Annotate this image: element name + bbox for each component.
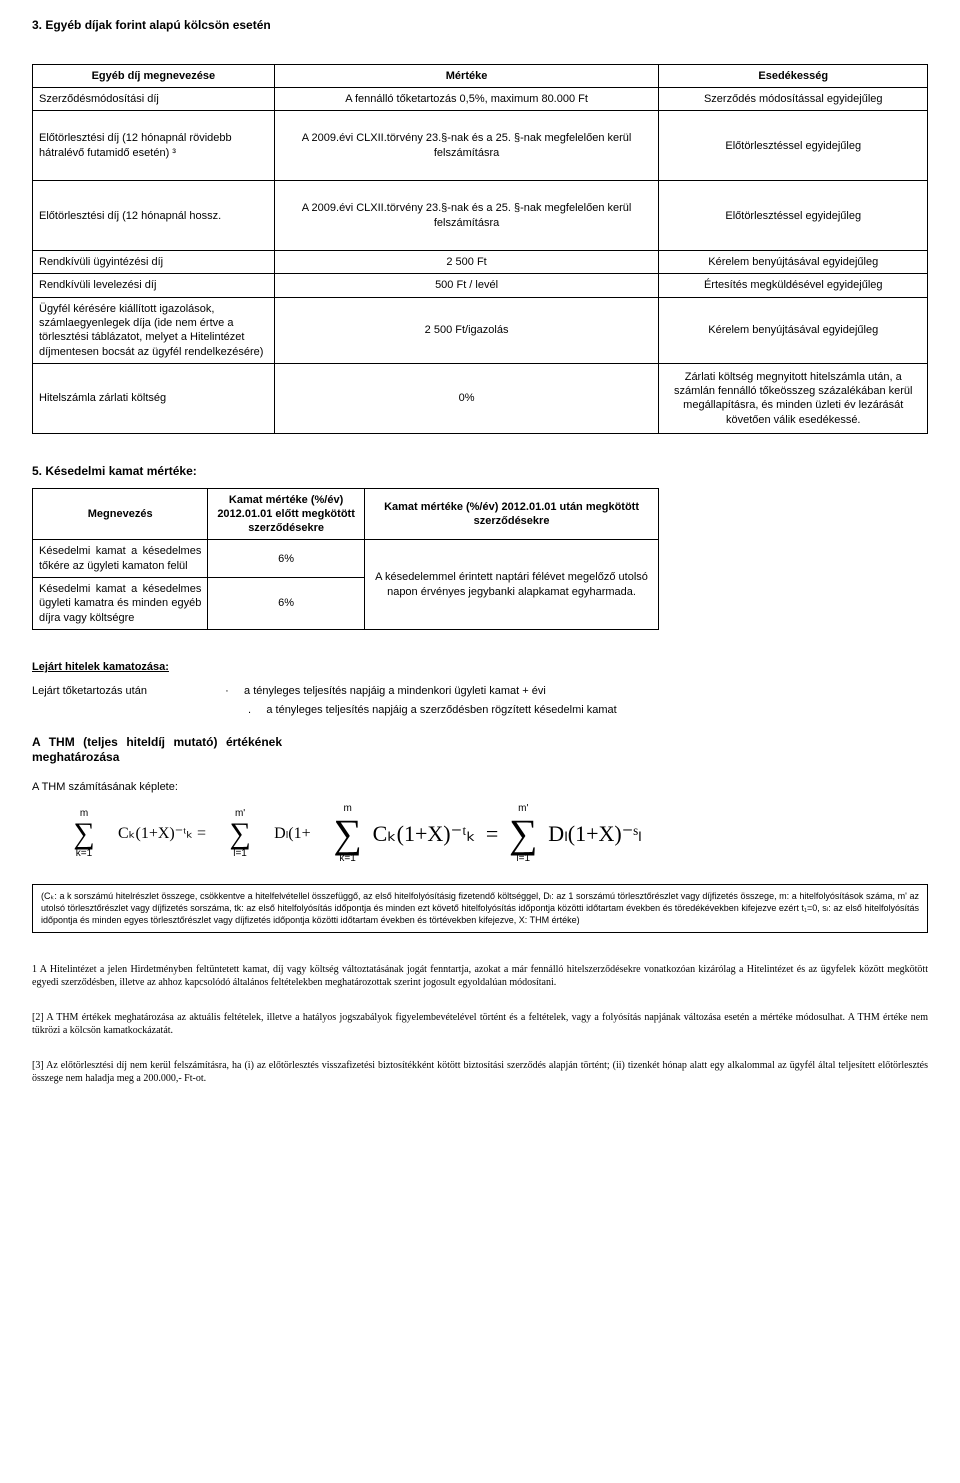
cell-name: Előtörlesztési díj (12 hónapnál rövidebb…: [33, 111, 275, 181]
cell-due: Szerződés módosítással egyidejűleg: [659, 87, 928, 110]
cell-rate: A fennálló tőketartozás 0,5%, maximum 80…: [274, 87, 659, 110]
sigma-2: m' ∑ l=1: [228, 809, 252, 859]
th-name: Megnevezés: [33, 488, 208, 540]
cell-rate: A 2009.évi CLXII.törvény 23.§-nak és a 2…: [274, 181, 659, 251]
cell-rate: 2 500 Ft/igazolás: [274, 297, 659, 363]
term-2: Dₗ(1+: [274, 824, 311, 845]
sigma-3: m ∑ k=1: [333, 804, 363, 864]
lejart-label: Lejárt tőketartozás után: [32, 684, 222, 698]
cell-val: 6%: [208, 540, 365, 578]
cell-name: Késedelmi kamat a késedelmes tőkére az ü…: [33, 540, 208, 578]
footnote-1: 1 A Hitelintézet a jelen Hirdetményben f…: [32, 963, 928, 989]
cell-name: Előtörlesztési díj (12 hónapnál hossz.: [33, 181, 275, 251]
thm-title: A THM (teljes hiteldíj mutató) értékének…: [32, 735, 282, 766]
section3-title: 3. Egyéb díjak forint alapú kölcsön eset…: [32, 18, 928, 34]
sigma-1: m ∑ k=1: [72, 809, 96, 859]
cell-name: Késedelmi kamat a késedelmes ügyleti kam…: [33, 578, 208, 630]
lejart-bullet: .: [248, 704, 263, 716]
cell-name: Szerződésmódosítási díj: [33, 87, 275, 110]
footnote-3: [3] Az előtörlesztési díj nem kerül fels…: [32, 1059, 928, 1085]
cell-rate: A 2009.évi CLXII.törvény 23.§-nak és a 2…: [274, 111, 659, 181]
cell-name: Rendkívüli ügyintézési díj: [33, 251, 275, 274]
fees-table: Egyéb díj megnevezése Mértéke Esedékessé…: [32, 64, 928, 434]
thm-formula: m ∑ k=1 Cₖ(1+X)⁻ᵗₖ = m' ∑ l=1 Dₗ(1+ m ∑ …: [72, 804, 928, 864]
cell-name: Hitelszámla zárlati költség: [33, 363, 275, 433]
footnote-2: [2] A THM értékek meghatározása az aktuá…: [32, 1011, 928, 1037]
late-interest-table: Megnevezés Kamat mértéke (%/év) 2012.01.…: [32, 488, 659, 630]
cell-rate: 2 500 Ft: [274, 251, 659, 274]
table-row: Késedelmi kamat a késedelmes tőkére az ü…: [33, 540, 659, 578]
th-rate: Mértéke: [274, 64, 659, 87]
sigma-4: m' ∑ l=1: [508, 804, 538, 864]
lejart-line2: . a tényleges teljesítés napjáig a szerz…: [32, 703, 928, 717]
equals: =: [486, 820, 498, 849]
term-1: Cₖ(1+X)⁻ᵗₖ =: [118, 824, 206, 845]
term-4: Dₗ(1+X)⁻ˢₗ: [548, 820, 641, 849]
th-after: Kamat mértéke (%/év) 2012.01.01 után meg…: [364, 488, 658, 540]
table-row: Szerződésmódosítási díj A fennálló tőket…: [33, 87, 928, 110]
th-before: Kamat mértéke (%/év) 2012.01.01 előtt me…: [208, 488, 365, 540]
term-3: Cₖ(1+X)⁻ᵗₖ: [373, 820, 476, 849]
section5-title: 5. Késedelmi kamat mértéke:: [32, 464, 928, 480]
lejart-title: Lejárt hitelek kamatozása:: [32, 660, 928, 674]
table-row: Hitelszámla zárlati költség 0% Zárlati k…: [33, 363, 928, 433]
lejart-text: a tényleges teljesítés napjáig a mindenk…: [244, 685, 546, 697]
lejart-line1: Lejárt tőketartozás után · a tényleges t…: [32, 684, 928, 698]
cell-due: Értesítés megküldésével egyidejűleg: [659, 274, 928, 297]
table-row: Előtörlesztési díj (12 hónapnál hossz. A…: [33, 181, 928, 251]
table-row: Rendkívüli ügyintézési díj 2 500 Ft Kére…: [33, 251, 928, 274]
lejart-bullet: ·: [225, 685, 241, 697]
cell-name: Rendkívüli levelezési díj: [33, 274, 275, 297]
cell-due: Kérelem benyújtásával egyidejűleg: [659, 297, 928, 363]
cell-due: Kérelem benyújtásával egyidejűleg: [659, 251, 928, 274]
thm-explanation-box: (Cₖ: a k sorszámú hitelrészlet összege, …: [32, 884, 928, 933]
cell-rate: 500 Ft / levél: [274, 274, 659, 297]
cell-rate: 0%: [274, 363, 659, 433]
cell-val: 6%: [208, 578, 365, 630]
th-due: Esedékesség: [659, 64, 928, 87]
cell-due: Előtörlesztéssel egyidejűleg: [659, 111, 928, 181]
table-row: Rendkívüli levelezési díj 500 Ft / levél…: [33, 274, 928, 297]
th-name: Egyéb díj megnevezése: [33, 64, 275, 87]
cell-due: Zárlati költség megnyitott hitelszámla u…: [659, 363, 928, 433]
cell-due: Előtörlesztéssel egyidejűleg: [659, 181, 928, 251]
cell-name: Ügyfél kérésére kiállított igazolások, s…: [33, 297, 275, 363]
thm-intro: A THM számításának képlete:: [32, 780, 928, 794]
table-row: Ügyfél kérésére kiállított igazolások, s…: [33, 297, 928, 363]
table-row: Előtörlesztési díj (12 hónapnál rövidebb…: [33, 111, 928, 181]
lejart-text: a tényleges teljesítés napjáig a szerződ…: [266, 704, 616, 716]
cell-merged: A késedelemmel érintett naptári félévet …: [364, 540, 658, 629]
